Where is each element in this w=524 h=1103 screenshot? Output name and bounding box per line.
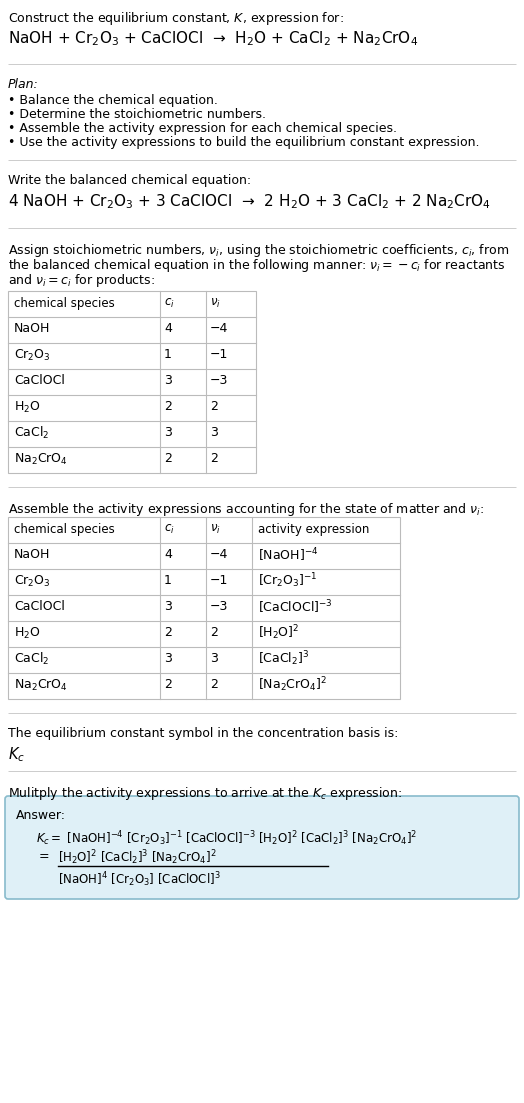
Text: 3: 3 xyxy=(164,600,172,613)
Text: 3: 3 xyxy=(210,653,218,665)
Text: 2: 2 xyxy=(164,400,172,414)
Text: $=$: $=$ xyxy=(36,848,50,861)
Text: Assign stoichiometric numbers, $\nu_i$, using the stoichiometric coefficients, $: Assign stoichiometric numbers, $\nu_i$, … xyxy=(8,242,509,259)
Text: [H$_2$O]$^2$ [CaCl$_2$]$^3$ [Na$_2$CrO$_4$]$^2$: [H$_2$O]$^2$ [CaCl$_2$]$^3$ [Na$_2$CrO$_… xyxy=(58,848,216,867)
Text: activity expression: activity expression xyxy=(258,523,369,535)
Text: $\nu_i$: $\nu_i$ xyxy=(210,297,221,310)
Text: 3: 3 xyxy=(210,427,218,439)
Text: CaClOCl: CaClOCl xyxy=(14,600,65,613)
Text: Mulitply the activity expressions to arrive at the $K_c$ expression:: Mulitply the activity expressions to arr… xyxy=(8,785,402,802)
Text: Cr$_2$O$_3$: Cr$_2$O$_3$ xyxy=(14,574,51,589)
Text: 2: 2 xyxy=(164,627,172,640)
Text: NaOH: NaOH xyxy=(14,322,50,335)
Text: Plan:: Plan: xyxy=(8,78,39,92)
Text: • Balance the chemical equation.: • Balance the chemical equation. xyxy=(8,94,218,107)
Text: 4: 4 xyxy=(164,548,172,561)
Text: −1: −1 xyxy=(210,575,228,588)
Text: 2: 2 xyxy=(210,678,218,692)
Text: Na$_2$CrO$_4$: Na$_2$CrO$_4$ xyxy=(14,451,68,467)
Text: 2: 2 xyxy=(164,678,172,692)
Text: [NaOH]$^{-4}$: [NaOH]$^{-4}$ xyxy=(258,546,319,564)
Text: and $\nu_i = c_i$ for products:: and $\nu_i = c_i$ for products: xyxy=(8,272,155,289)
Text: The equilibrium constant symbol in the concentration basis is:: The equilibrium constant symbol in the c… xyxy=(8,727,398,740)
Text: [NaOH]$^4$ [Cr$_2$O$_3$] [CaClOCl]$^3$: [NaOH]$^4$ [Cr$_2$O$_3$] [CaClOCl]$^3$ xyxy=(58,870,221,889)
Text: 4 NaOH + Cr$_2$O$_3$ + 3 CaClOCl  →  2 H$_2$O + 3 CaCl$_2$ + 2 Na$_2$CrO$_4$: 4 NaOH + Cr$_2$O$_3$ + 3 CaClOCl → 2 H$_… xyxy=(8,192,491,211)
Text: CaClOCl: CaClOCl xyxy=(14,375,65,387)
Text: 2: 2 xyxy=(164,452,172,465)
Text: $K_c$: $K_c$ xyxy=(8,745,25,763)
Text: CaCl$_2$: CaCl$_2$ xyxy=(14,651,49,667)
Text: 2: 2 xyxy=(210,452,218,465)
Text: $c_i$: $c_i$ xyxy=(164,523,174,536)
Bar xyxy=(8,291,256,473)
Text: 2: 2 xyxy=(210,400,218,414)
Text: H$_2$O: H$_2$O xyxy=(14,399,40,415)
Text: $c_i$: $c_i$ xyxy=(164,297,174,310)
Text: Answer:: Answer: xyxy=(16,808,66,822)
FancyBboxPatch shape xyxy=(5,796,519,899)
Text: −4: −4 xyxy=(210,548,228,561)
Text: CaCl$_2$: CaCl$_2$ xyxy=(14,425,49,441)
Text: chemical species: chemical species xyxy=(14,523,115,535)
Text: −3: −3 xyxy=(210,375,228,387)
Text: −1: −1 xyxy=(210,349,228,362)
Text: 1: 1 xyxy=(164,349,172,362)
Text: −3: −3 xyxy=(210,600,228,613)
Text: [H$_2$O]$^2$: [H$_2$O]$^2$ xyxy=(258,623,299,642)
Text: $K_c = $ [NaOH]$^{-4}$ [Cr$_2$O$_3$]$^{-1}$ [CaClOCl]$^{-3}$ [H$_2$O]$^2$ [CaCl$: $K_c = $ [NaOH]$^{-4}$ [Cr$_2$O$_3$]$^{-… xyxy=(36,829,417,848)
Text: chemical species: chemical species xyxy=(14,297,115,310)
Text: • Use the activity expressions to build the equilibrium constant expression.: • Use the activity expressions to build … xyxy=(8,136,479,149)
Text: [Cr$_2$O$_3$]$^{-1}$: [Cr$_2$O$_3$]$^{-1}$ xyxy=(258,571,318,590)
Text: 4: 4 xyxy=(164,322,172,335)
Text: the balanced chemical equation in the following manner: $\nu_i = -c_i$ for react: the balanced chemical equation in the fo… xyxy=(8,257,506,274)
Text: $\nu_i$: $\nu_i$ xyxy=(210,523,221,536)
Text: Na$_2$CrO$_4$: Na$_2$CrO$_4$ xyxy=(14,677,68,693)
Text: 1: 1 xyxy=(164,575,172,588)
Text: 3: 3 xyxy=(164,375,172,387)
Text: NaOH: NaOH xyxy=(14,548,50,561)
Text: [Na$_2$CrO$_4$]$^2$: [Na$_2$CrO$_4$]$^2$ xyxy=(258,676,328,695)
Text: [CaClOCl]$^{-3}$: [CaClOCl]$^{-3}$ xyxy=(258,598,333,615)
Text: Assemble the activity expressions accounting for the state of matter and $\nu_i$: Assemble the activity expressions accoun… xyxy=(8,501,484,518)
Text: • Assemble the activity expression for each chemical species.: • Assemble the activity expression for e… xyxy=(8,122,397,135)
Text: 3: 3 xyxy=(164,427,172,439)
Text: H$_2$O: H$_2$O xyxy=(14,625,40,641)
Text: NaOH + Cr$_2$O$_3$ + CaClOCl  →  H$_2$O + CaCl$_2$ + Na$_2$CrO$_4$: NaOH + Cr$_2$O$_3$ + CaClOCl → H$_2$O + … xyxy=(8,29,418,47)
Text: Cr$_2$O$_3$: Cr$_2$O$_3$ xyxy=(14,347,51,363)
Text: −4: −4 xyxy=(210,322,228,335)
Text: 2: 2 xyxy=(210,627,218,640)
Text: • Determine the stoichiometric numbers.: • Determine the stoichiometric numbers. xyxy=(8,108,266,121)
Text: Write the balanced chemical equation:: Write the balanced chemical equation: xyxy=(8,174,251,188)
Text: 3: 3 xyxy=(164,653,172,665)
Bar xyxy=(8,517,400,699)
Text: Construct the equilibrium constant, $K$, expression for:: Construct the equilibrium constant, $K$,… xyxy=(8,10,344,26)
Text: [CaCl$_2$]$^3$: [CaCl$_2$]$^3$ xyxy=(258,650,309,668)
